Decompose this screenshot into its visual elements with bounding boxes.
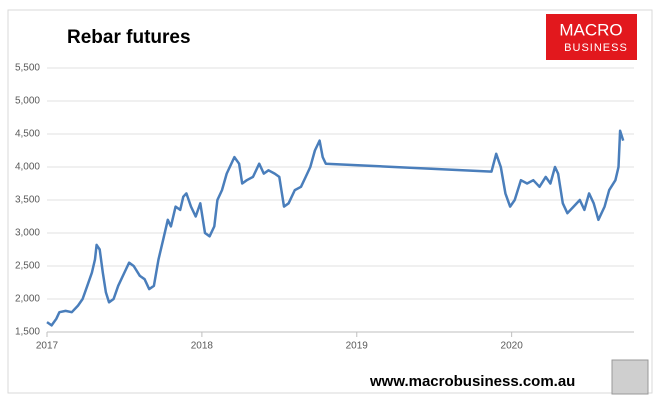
y-tick-label: 2,500 — [15, 261, 40, 272]
chart-title: Rebar futures — [67, 27, 191, 48]
x-tick-label: 2017 — [36, 341, 59, 352]
logo-box — [546, 14, 637, 60]
y-tick-label: 3,500 — [15, 195, 40, 206]
y-tick-label: 5,500 — [15, 63, 40, 74]
logo-text: MACRO — [559, 20, 622, 39]
y-tick-label: 4,500 — [15, 129, 40, 140]
line-series — [46, 129, 625, 327]
x-tick-label: 2018 — [191, 341, 214, 352]
y-tick-label: 2,000 — [15, 294, 40, 305]
x-tick-label: 2020 — [501, 341, 524, 352]
chart-frame — [7, 9, 653, 394]
footer: www.macrobusiness.com.au — [369, 373, 575, 390]
y-tick-label: 5,000 — [15, 96, 40, 107]
x-tick-label: 2019 — [346, 341, 369, 352]
y-tick-label: 1,500 — [15, 327, 40, 338]
y-tick-label: 4,000 — [15, 162, 40, 173]
wolf-icon — [611, 359, 649, 395]
logo-text: BUSINESS — [564, 42, 628, 54]
y-tick-label: 3,000 — [15, 228, 40, 239]
